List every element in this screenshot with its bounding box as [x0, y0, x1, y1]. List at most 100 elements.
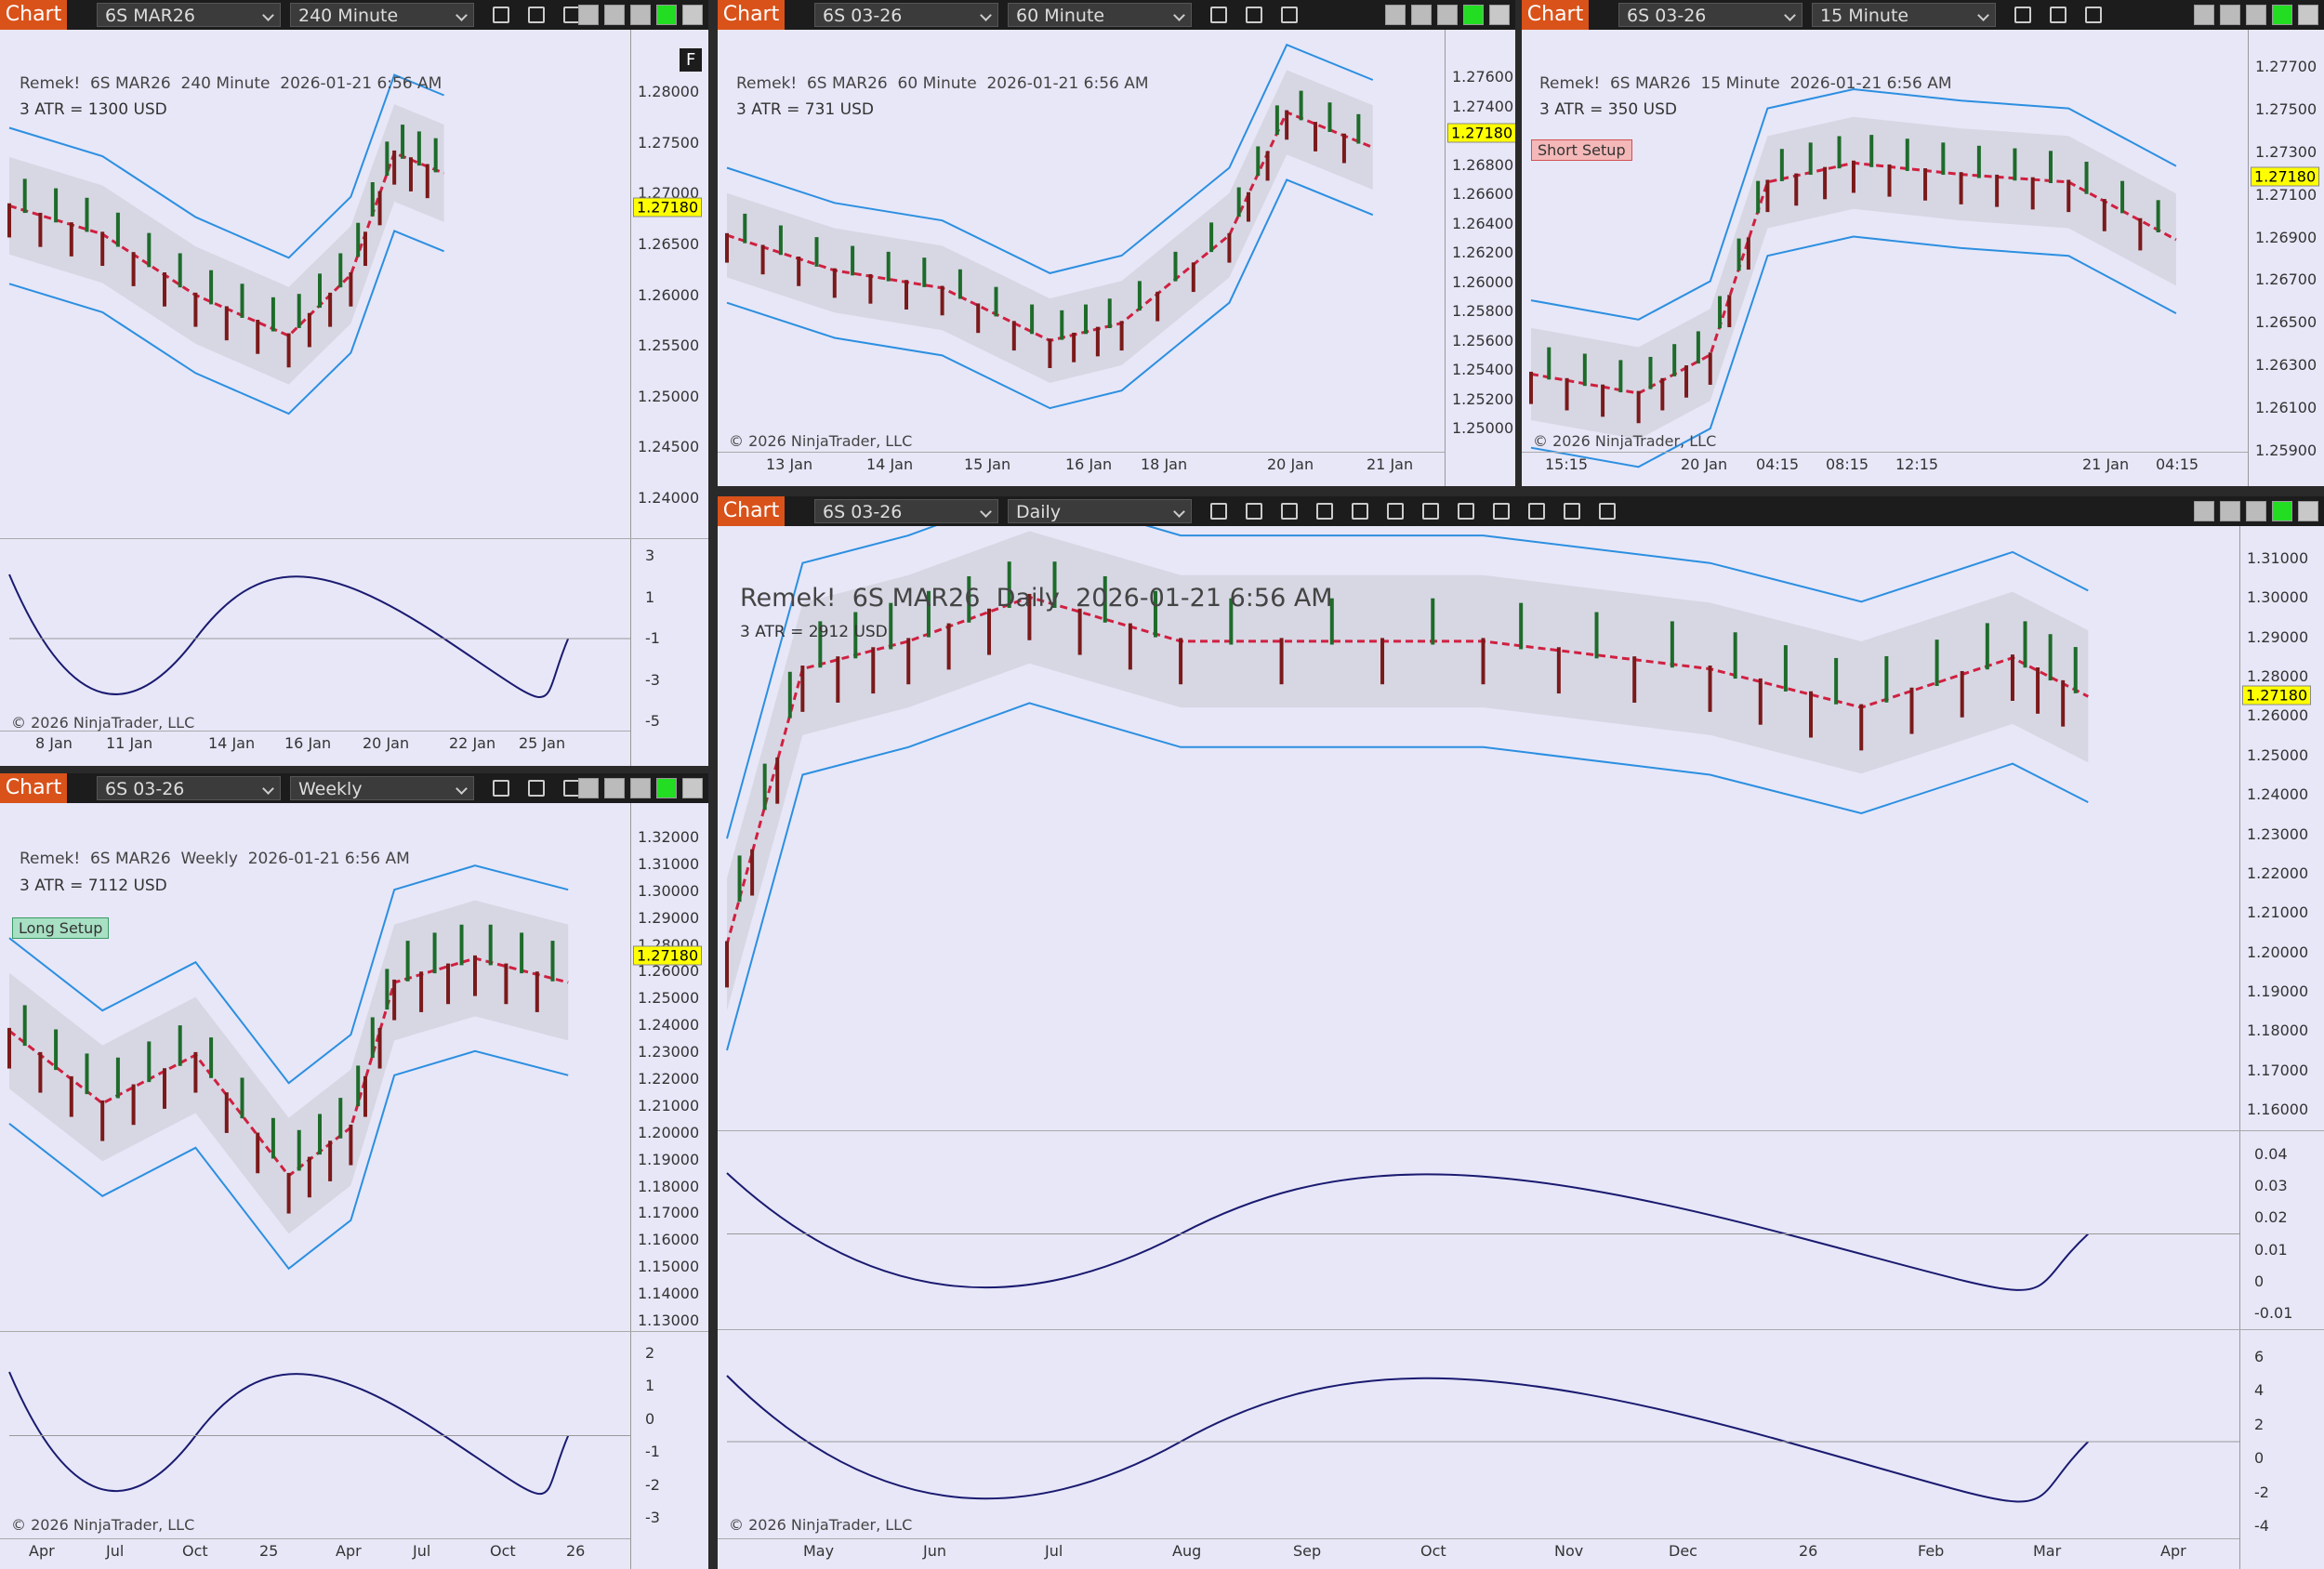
- time-label: Apr: [336, 1542, 362, 1560]
- candle: [797, 257, 801, 286]
- candle: [416, 131, 421, 166]
- price-label: 1.13000: [638, 1312, 700, 1329]
- candle: [224, 306, 229, 341]
- price-label: 1.25000: [1452, 419, 1514, 437]
- time-label: Apr: [29, 1542, 55, 1560]
- window-button: [604, 778, 625, 798]
- candle: [800, 666, 805, 712]
- candle: [762, 763, 767, 811]
- price-label: 1.31000: [638, 854, 700, 873]
- candle: [307, 1156, 311, 1198]
- indicator-label: -0.01: [2254, 1304, 2293, 1322]
- candle: [163, 272, 166, 307]
- candle: [836, 656, 840, 703]
- candle: [886, 251, 891, 282]
- candle: [1672, 344, 1677, 376]
- toolbar-icon: [1493, 503, 1510, 520]
- time-label: Oct: [1420, 1542, 1446, 1560]
- price-label: 1.28000: [2247, 667, 2309, 686]
- candle: [1356, 113, 1361, 144]
- candle: [356, 222, 361, 257]
- candle: [853, 612, 858, 659]
- time-label: Jun: [923, 1542, 946, 1560]
- chart-canvas: [725, 43, 1374, 410]
- candle: [1246, 191, 1250, 222]
- period-selector: Daily: [1008, 499, 1192, 523]
- period-selector: 15 Minute: [1812, 3, 1996, 27]
- candle: [1329, 598, 1334, 645]
- candle: [1765, 179, 1770, 213]
- window-button: [2220, 501, 2240, 521]
- price-label: 1.30000: [638, 881, 700, 900]
- indicator-label: 0.02: [2254, 1208, 2288, 1227]
- price-label: 1.26000: [1452, 272, 1514, 291]
- time-label: Dec: [1669, 1542, 1697, 1560]
- time-label: 22 Jan: [449, 734, 496, 752]
- candle: [1594, 612, 1599, 659]
- window-button: [630, 778, 651, 798]
- price-label: 1.20000: [2247, 943, 2309, 961]
- candle: [459, 924, 464, 966]
- window-button: [578, 778, 599, 798]
- price-label: 1.26000: [2247, 706, 2309, 725]
- price-label: 1.21000: [2247, 903, 2309, 922]
- candle: [725, 232, 729, 263]
- chart-canvas: [725, 496, 2239, 1503]
- price-label: 1.19000: [638, 1150, 700, 1168]
- candle: [318, 273, 322, 309]
- candle: [1173, 251, 1178, 282]
- time-axis-border: [718, 452, 1445, 453]
- copyright: © 2026 NinjaTrader, LLC: [729, 432, 913, 450]
- candle: [433, 138, 438, 173]
- candle: [1887, 164, 1892, 197]
- time-label: 08:15: [1826, 455, 1869, 473]
- candle: [2048, 634, 2053, 681]
- time-label: Apr: [2160, 1542, 2186, 1560]
- candle: [2084, 162, 2089, 194]
- candle: [100, 1100, 105, 1141]
- time-label: 20 Jan: [363, 734, 410, 752]
- candle: [1746, 237, 1750, 270]
- chart-window: Chart 6S 03-26 Daily 1.31000 1.30000 1.29000 1…: [718, 496, 2324, 1569]
- chart-window: Chart 6S MAR26 240 Minute 1.28000 1.27500 1.2…: [0, 0, 708, 766]
- price-label: 1.26600: [1452, 185, 1514, 203]
- atr-label: 3 ATR = 350 USD: [1539, 100, 1677, 119]
- candle: [889, 602, 893, 650]
- time-label: Sep: [1293, 1542, 1322, 1560]
- candle: [338, 253, 343, 288]
- candle: [818, 621, 823, 668]
- candle: [750, 849, 755, 896]
- toolbar: Chart 6S 03-26 60 Minute: [718, 0, 1515, 30]
- time-label: 15:15: [1545, 455, 1589, 473]
- candle: [1960, 670, 1964, 718]
- candle: [987, 608, 992, 655]
- price-label: 1.24500: [638, 438, 700, 456]
- time-label: 26: [566, 1542, 586, 1560]
- candle: [1007, 561, 1011, 608]
- window-button: [2220, 5, 2240, 25]
- period-selector: 240 Minute: [290, 3, 474, 27]
- candle: [1670, 621, 1674, 668]
- candle: [1976, 145, 1981, 178]
- candle: [2061, 679, 2066, 727]
- candle: [1072, 332, 1076, 363]
- price-label: 1.27100: [2255, 185, 2317, 204]
- candle: [425, 164, 429, 199]
- toolbar-icon: [1599, 503, 1616, 520]
- candle: [349, 272, 353, 307]
- window-button: [2194, 5, 2214, 25]
- indicator-label: 1: [645, 1377, 655, 1395]
- candle: [385, 969, 390, 1010]
- candle: [2102, 199, 2106, 231]
- copyright: © 2026 NinjaTrader, LLC: [1533, 432, 1717, 450]
- indicator-label: -5: [645, 712, 660, 730]
- price-label: 1.24000: [638, 1016, 700, 1035]
- toolbar-icon: [1316, 503, 1333, 520]
- candle: [271, 1117, 275, 1159]
- candle: [408, 157, 413, 191]
- candle: [318, 1114, 322, 1155]
- time-label: Oct: [490, 1542, 516, 1560]
- price-axis-border: [1445, 30, 1446, 486]
- candle: [851, 245, 855, 276]
- oscillator-line: [8, 574, 570, 698]
